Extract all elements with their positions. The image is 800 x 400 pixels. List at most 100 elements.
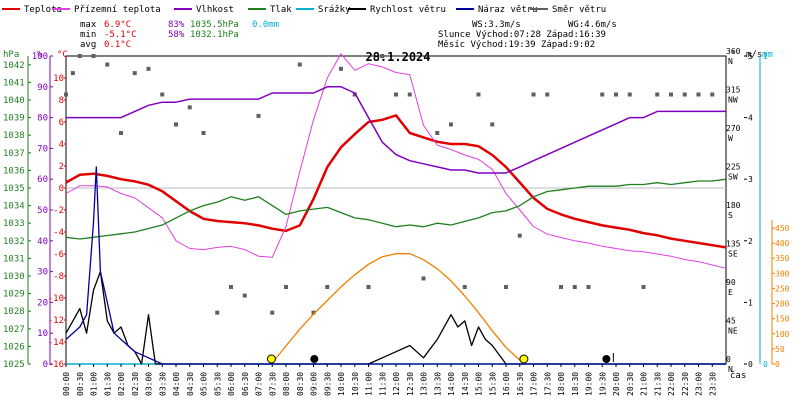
wind-direction-point [119,131,123,135]
wind-direction-point [132,71,137,76]
temperature-tick-label: 10 [53,74,64,84]
direction-tick-cardinal: S [728,211,733,220]
wind-direction-point [64,92,68,97]
wind-direction-point [614,92,618,97]
wind-direction-point [70,71,75,76]
pressure-tick-label: 1028 [3,307,25,317]
x-tick-label: 18:00 [557,372,566,396]
wind-direction-point [669,92,673,97]
x-tick-label: 19:00 [585,372,594,396]
wind-direction-point [297,62,302,67]
wind-direction-point [339,66,343,71]
wind-direction-point [504,285,508,289]
legend-label: Tlak [270,5,292,15]
sun-tick-label: 0 [775,360,780,369]
legend-label: Náraz větru [478,5,538,15]
wind-direction-point [105,62,110,67]
direction-tick-cardinal: W [728,134,733,143]
direction-tick-degree: 225 [726,163,741,172]
temperature-tick-label: 8 [59,96,64,106]
temperature-axis-unit: °C [57,50,68,60]
direction-tick-degree: 45 [726,317,736,326]
x-tick-label: 23:00 [695,372,704,396]
x-tick-label: 12:00 [392,372,401,396]
legend-label: Vlhkost [196,5,234,15]
rain-axis-unit: mm [762,50,773,60]
temperature-tick-label: -16 [48,360,64,370]
x-tick-label: 05:00 [200,372,209,396]
wind-direction-point [201,131,206,135]
x-axis-label: čas [730,370,746,381]
x-tick-label: 08:30 [296,372,305,396]
wind-direction-point [435,131,440,135]
x-tick-label: 04:00 [172,372,181,396]
x-tick-label: 14:00 [447,372,456,396]
x-tick-label: 17:00 [530,372,539,396]
x-tick-label: 13:30 [433,372,442,396]
humidity-tick-label: 20 [37,298,48,308]
wind-tick-label: 5 [748,52,753,61]
wind-direction-point [366,285,371,289]
x-tick-label: 16:00 [502,372,511,396]
legend-label: Rychlost větru [370,5,446,15]
direction-tick-cardinal: NE [728,327,738,336]
direction-tick-degree: 360 [726,47,741,56]
x-tick-label: 15:00 [475,372,484,396]
temperature-tick-label: -2 [53,206,64,216]
temperature-tick-label: -12 [48,316,64,326]
legend-label: Přízemní teplota [74,5,161,15]
temperature-tick-label: 4 [59,140,64,150]
x-axis: 00:00 00:30 01:00 01:30 02:00 02:30 03:00 03:30… [62,364,746,396]
wind-direction-point [229,285,233,289]
wind-direction-point [586,285,591,289]
wind-direction-point [242,293,247,298]
stat-min-temp: -5.1°C [104,30,137,40]
x-tick-label: 04:30 [186,372,195,396]
humidity-tick-label: 10 [37,329,48,339]
wind-direction-point [284,285,288,289]
temperature-tick-label: -6 [53,250,64,260]
x-tick-label: 17:30 [543,372,552,396]
x-tick-label: 20:30 [626,372,635,396]
stat-max-rain: 0.0mm [252,20,279,30]
wind-tick-label: 1 [748,298,753,307]
humidity-tick-label: 30 [37,268,48,278]
x-tick-label: 00:00 [62,372,71,396]
wind-direction-point [380,54,385,58]
stat-max-temp: 6.9°C [104,20,131,30]
pressure-tick-label: 1042 [3,61,25,71]
pressure-tick-label: 1040 [3,96,25,106]
sun-series-line [270,253,525,365]
wind-tick-label: 0 [748,360,753,369]
humidity-tick-label: 50 [37,206,48,216]
direction-tick-degree: 0 [726,355,731,364]
direction-tick-degree: 270 [726,124,741,133]
astro-markers [266,353,614,364]
x-tick-label: 23:30 [708,372,717,396]
x-tick-label: 11:00 [365,372,374,396]
direction-tick-cardinal: N [728,365,733,374]
stat-max-label: max [80,20,97,30]
stat-sun-times: Slunce Východ:07:28 Západ:16:39 [438,30,606,40]
stat-min-hum: 58% [168,30,185,40]
x-tick-label: 11:30 [378,372,387,396]
direction-tick-cardinal: NW [728,96,738,105]
x-tick-label: 19:30 [598,372,607,396]
direction-tick-degree: 90 [726,278,736,287]
sun-tick-label: 100 [775,330,790,339]
x-tick-label: 03:30 [158,372,167,396]
rain-tick-label: 1 [763,52,768,61]
pressure-tick-label: 1033 [3,219,25,229]
stat-avg-temp: 0.1°C [104,40,131,50]
wind-direction-point [91,54,96,58]
wind-direction-point [517,233,522,238]
sunset-marker [519,354,529,364]
pressure-tick-label: 1036 [3,166,25,176]
stat-wind-gust: WG:4.6m/s [568,20,617,30]
sun-tick-label: 450 [775,224,790,233]
x-tick-label: 21:30 [653,372,662,396]
chart-title: 28.1.2024 [365,50,430,64]
wind-direction-point [476,92,481,97]
direction-tick-cardinal: SE [728,250,738,259]
pressure-tick-label: 1039 [3,114,25,124]
